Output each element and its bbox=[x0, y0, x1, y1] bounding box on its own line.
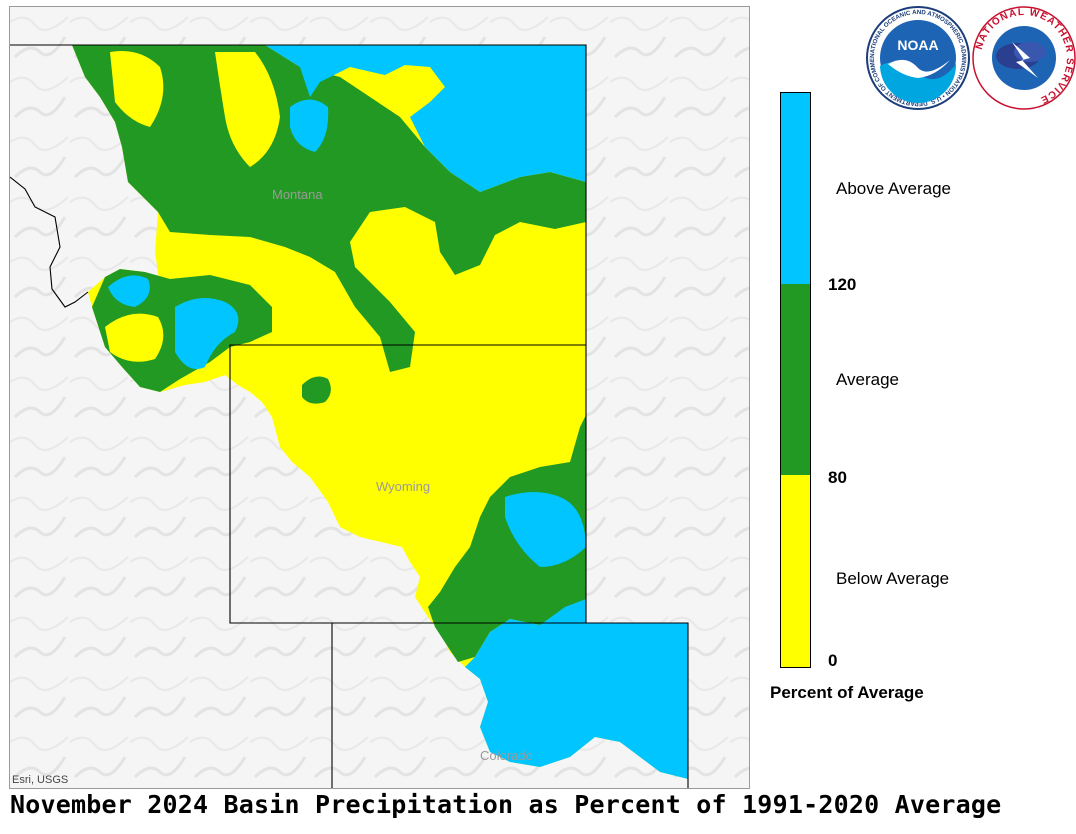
noaa-logo-text: NOAA bbox=[897, 37, 938, 53]
legend-tick-120: 120 bbox=[828, 275, 857, 294]
legend-swatch-below bbox=[781, 475, 810, 667]
above-zone-northeast bbox=[265, 45, 586, 192]
legend-label-average: Average bbox=[836, 370, 900, 389]
idaho-montana-border bbox=[10, 176, 89, 308]
below-pocket-north-2 bbox=[215, 52, 280, 167]
legend-swatch-average bbox=[781, 284, 810, 475]
average-zone-small bbox=[302, 376, 331, 404]
map-attribution: Esri, USGS bbox=[12, 774, 69, 786]
above-zone-west-1 bbox=[108, 275, 150, 307]
below-pocket-west bbox=[105, 313, 164, 362]
place-label-montana: Montana bbox=[272, 187, 323, 202]
above-zone-west-2 bbox=[175, 298, 239, 370]
above-zone-colorado bbox=[465, 599, 688, 779]
basin-precip-map[interactable] bbox=[10, 7, 749, 788]
legend-label-above: Above Average bbox=[836, 179, 951, 198]
map-frame[interactable]: Montana Wyoming Colorado Esri, USGS bbox=[9, 6, 750, 789]
legend-swatch-above bbox=[781, 93, 810, 284]
legend-label-below: Below Average bbox=[836, 569, 950, 588]
above-zone-east-pocket bbox=[505, 492, 586, 567]
place-label-wyoming: Wyoming bbox=[376, 479, 431, 494]
legend-tick-80: 80 bbox=[828, 468, 847, 487]
state-borders bbox=[10, 44, 689, 788]
colorado-border bbox=[332, 622, 689, 788]
place-label-colorado: Colorado bbox=[480, 748, 533, 763]
noaa-logo: NATIONAL OCEANIC AND ATMOSPHERIC ADMINIS… bbox=[866, 6, 970, 110]
legend-title: Percent of Average bbox=[770, 683, 924, 702]
legend-color-bar bbox=[780, 92, 811, 668]
below-pocket-north-1 bbox=[110, 51, 164, 127]
nws-logo: NATIONAL WEATHER SERVICE bbox=[972, 6, 1076, 110]
legend-tick-0: 0 bbox=[828, 651, 838, 670]
average-zone-north bbox=[72, 45, 586, 372]
average-zone-southeast bbox=[428, 415, 586, 662]
page-title: November 2024 Basin Precipitation as Per… bbox=[10, 790, 1002, 819]
above-zone-north-pocket bbox=[290, 99, 329, 152]
